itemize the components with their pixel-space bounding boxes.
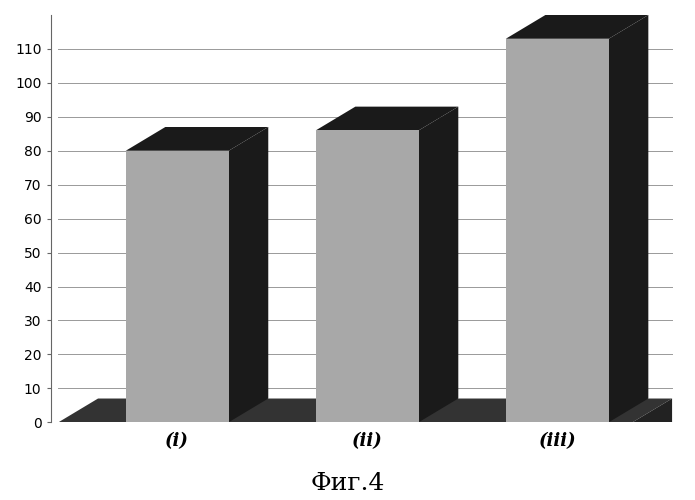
Polygon shape (58, 422, 632, 450)
Bar (506, 39, 609, 422)
Polygon shape (229, 127, 268, 422)
Polygon shape (126, 127, 268, 151)
Bar (316, 130, 418, 422)
Text: Фиг.4: Фиг.4 (310, 472, 385, 495)
Polygon shape (609, 15, 648, 422)
Bar (126, 151, 229, 422)
Polygon shape (506, 15, 648, 39)
Polygon shape (58, 398, 672, 422)
Polygon shape (418, 106, 458, 422)
Polygon shape (316, 106, 458, 130)
Polygon shape (632, 398, 672, 450)
